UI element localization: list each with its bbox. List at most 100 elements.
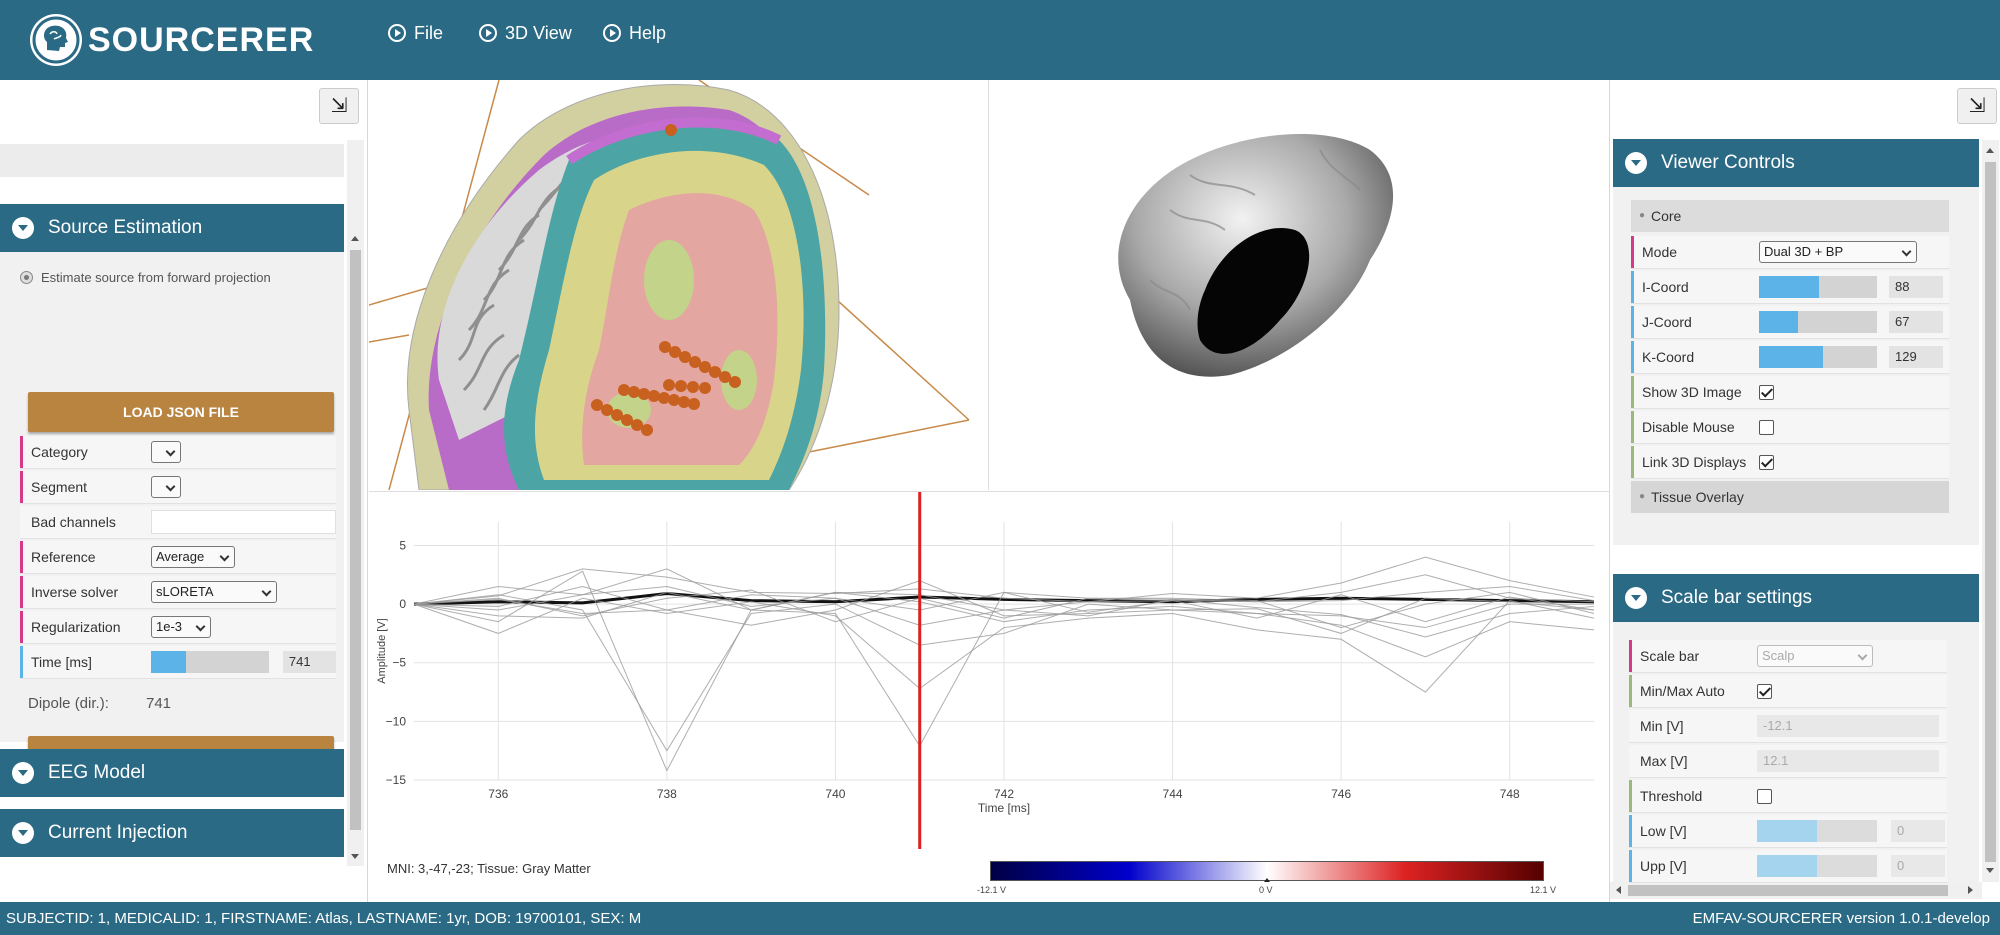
disable-mouse-checkbox[interactable]: [1759, 419, 1774, 435]
i-coord-slider[interactable]: [1759, 276, 1877, 298]
inverse-solver-row: Inverse solver sLORETA: [20, 576, 336, 609]
chevron-down-icon: [12, 217, 34, 239]
eeg-series-line: [413, 597, 1595, 693]
source-estimation-title: Source Estimation: [48, 217, 203, 238]
menu-file-label: File: [414, 22, 444, 43]
scale-bar-select[interactable]: Scalp: [1757, 645, 1873, 667]
cortex-3d-view[interactable]: [990, 80, 1609, 490]
minmax-auto-checkbox[interactable]: [1757, 683, 1772, 699]
menu-3d-view[interactable]: 3D View: [479, 20, 572, 46]
core-subheader[interactable]: ● Core: [1631, 200, 1949, 232]
eeg-series-line: [413, 556, 1595, 605]
link-3d-checkbox[interactable]: [1759, 454, 1774, 470]
x-tick-label: 748: [1500, 787, 1520, 801]
mode-select[interactable]: Dual 3D + BP: [1759, 241, 1917, 263]
disable-mouse-row: Disable Mouse: [1631, 411, 1949, 444]
scale-bar-body: Scale bar Scalp Min/Max Auto Min [V] -12…: [1613, 622, 1979, 883]
mode-row: Mode Dual 3D + BP: [1631, 236, 1949, 269]
center-footer: MNI: 3,-47,-23; Tissue: Gray Matter -12.…: [369, 849, 1609, 902]
left-scrollbar[interactable]: [347, 140, 364, 866]
low-slider[interactable]: [1757, 820, 1877, 842]
pin-icon: ⇲: [1968, 95, 1986, 117]
upp-row: Upp [V] 0: [1629, 850, 1947, 883]
pin-button[interactable]: ⇲: [1957, 88, 1997, 124]
upp-slider-fill: [1757, 855, 1817, 877]
upp-value[interactable]: 0: [1891, 855, 1945, 877]
play-circle-icon: [479, 24, 497, 42]
bad-channels-label: Bad channels: [31, 514, 116, 530]
colorbar-mid-label: 0 V: [1259, 885, 1273, 895]
viewer-controls-title: Viewer Controls: [1661, 152, 1795, 173]
k-coord-slider[interactable]: [1759, 346, 1877, 368]
y-axis-label: Amplitude [V]: [376, 618, 388, 683]
regularization-label: Regularization: [31, 619, 121, 635]
colorbar-min-label: -12.1 V: [977, 885, 1007, 895]
time-label: Time [ms]: [31, 654, 92, 670]
dipole-value: 741: [146, 695, 172, 712]
chevron-down-icon: [12, 762, 34, 784]
k-coord-row: K-Coord 129: [1631, 341, 1949, 374]
min-input[interactable]: -12.1: [1757, 715, 1939, 737]
source-estimation-body: Estimate source from forward projection …: [0, 252, 344, 776]
scale-bar-header[interactable]: Scale bar settings: [1613, 574, 1979, 622]
subject-info-text: SUBJECTID: 1, MEDICALID: 1, FIRSTNAME: A…: [6, 910, 642, 927]
i-coord-value[interactable]: 88: [1889, 276, 1943, 298]
category-select[interactable]: [151, 441, 181, 463]
show-3d-checkbox[interactable]: [1759, 384, 1774, 400]
low-label: Low [V]: [1640, 823, 1687, 839]
k-coord-slider-fill: [1759, 346, 1823, 368]
k-coord-value[interactable]: 129: [1889, 346, 1943, 368]
i-coord-label: I-Coord: [1642, 279, 1689, 295]
top-bar: SOURCERER File 3D View Help: [0, 0, 2000, 80]
pin-icon: ⇲: [330, 95, 348, 117]
y-tick-label: −5: [392, 656, 406, 670]
right-scrollbar[interactable]: [1982, 140, 1999, 882]
max-input[interactable]: 12.1: [1757, 750, 1939, 772]
menu-file[interactable]: File: [388, 20, 443, 46]
time-slider[interactable]: [151, 651, 269, 673]
pin-button[interactable]: ⇲: [319, 88, 359, 124]
threshold-checkbox[interactable]: [1757, 788, 1772, 804]
time-value[interactable]: 741: [282, 651, 336, 673]
show-3d-row: Show 3D Image: [1631, 376, 1949, 409]
low-value[interactable]: 0: [1891, 820, 1945, 842]
eeg-time-plot[interactable]: 736 738 740 742 744 746 748 5 0 −5 −10 −15 Time [ms]…: [369, 491, 1609, 850]
j-coord-slider[interactable]: [1759, 311, 1877, 333]
j-coord-value[interactable]: 67: [1889, 311, 1943, 333]
tissue-overlay-subheader[interactable]: ● Tissue Overlay: [1631, 481, 1949, 513]
time-slider-fill: [151, 651, 187, 673]
source-estimation-header[interactable]: Source Estimation: [0, 204, 344, 252]
segment-select[interactable]: [151, 476, 181, 498]
eeg-model-header[interactable]: EEG Model: [0, 749, 344, 797]
colorbar-max-label: 12.1 V: [1530, 885, 1557, 895]
minmax-auto-label: Min/Max Auto: [1640, 683, 1725, 699]
y-tick-label: 5: [399, 538, 406, 552]
load-json-button[interactable]: LOAD JSON FILE: [28, 392, 334, 432]
bad-channels-input[interactable]: [151, 510, 336, 534]
menu-help[interactable]: Help: [603, 20, 666, 46]
head-3d-view[interactable]: [369, 80, 989, 490]
current-injection-header[interactable]: Current Injection: [0, 809, 344, 857]
upp-slider[interactable]: [1757, 855, 1877, 877]
mni-coordinates-text: MNI: 3,-47,-23; Tissue: Gray Matter: [387, 861, 591, 876]
right-panel: ⇲ Viewer Controls ● Core Mode Dual 3D + …: [1609, 80, 2000, 902]
tissue-overlay-label: Tissue Overlay: [1651, 489, 1744, 505]
eeg-chart: 736 738 740 742 744 746 748 5 0 −5 −10 −15 Time [ms]…: [376, 492, 1595, 850]
chevron-down-icon: [12, 822, 34, 844]
j-coord-slider-fill: [1759, 311, 1798, 333]
y-tick-label: −10: [386, 714, 407, 728]
link-3d-label: Link 3D Displays: [1642, 454, 1747, 470]
reference-select[interactable]: Average: [151, 546, 235, 568]
estimate-radio[interactable]: Estimate source from forward projection: [20, 270, 271, 285]
inverse-solver-select[interactable]: sLORETA: [151, 581, 277, 603]
collapse-dot-icon: ●: [1639, 491, 1646, 502]
regularization-row: Regularization 1e-3: [20, 611, 336, 644]
regularization-select[interactable]: 1e-3: [151, 616, 211, 638]
center-area: 736 738 740 742 744 746 748 5 0 −5 −10 −15 Time [ms]…: [369, 80, 1609, 902]
viewer-controls-header[interactable]: Viewer Controls: [1613, 139, 1979, 187]
viewer-controls-body: ● Core Mode Dual 3D + BP I-Coord 88 J-Co…: [1613, 187, 1979, 545]
status-bar: SUBJECTID: 1, MEDICALID: 1, FIRSTNAME: A…: [0, 902, 2000, 935]
brain-logo-icon: [30, 14, 82, 66]
right-hscrollbar[interactable]: [1610, 882, 1982, 899]
eeg-model-title: EEG Model: [48, 762, 146, 783]
